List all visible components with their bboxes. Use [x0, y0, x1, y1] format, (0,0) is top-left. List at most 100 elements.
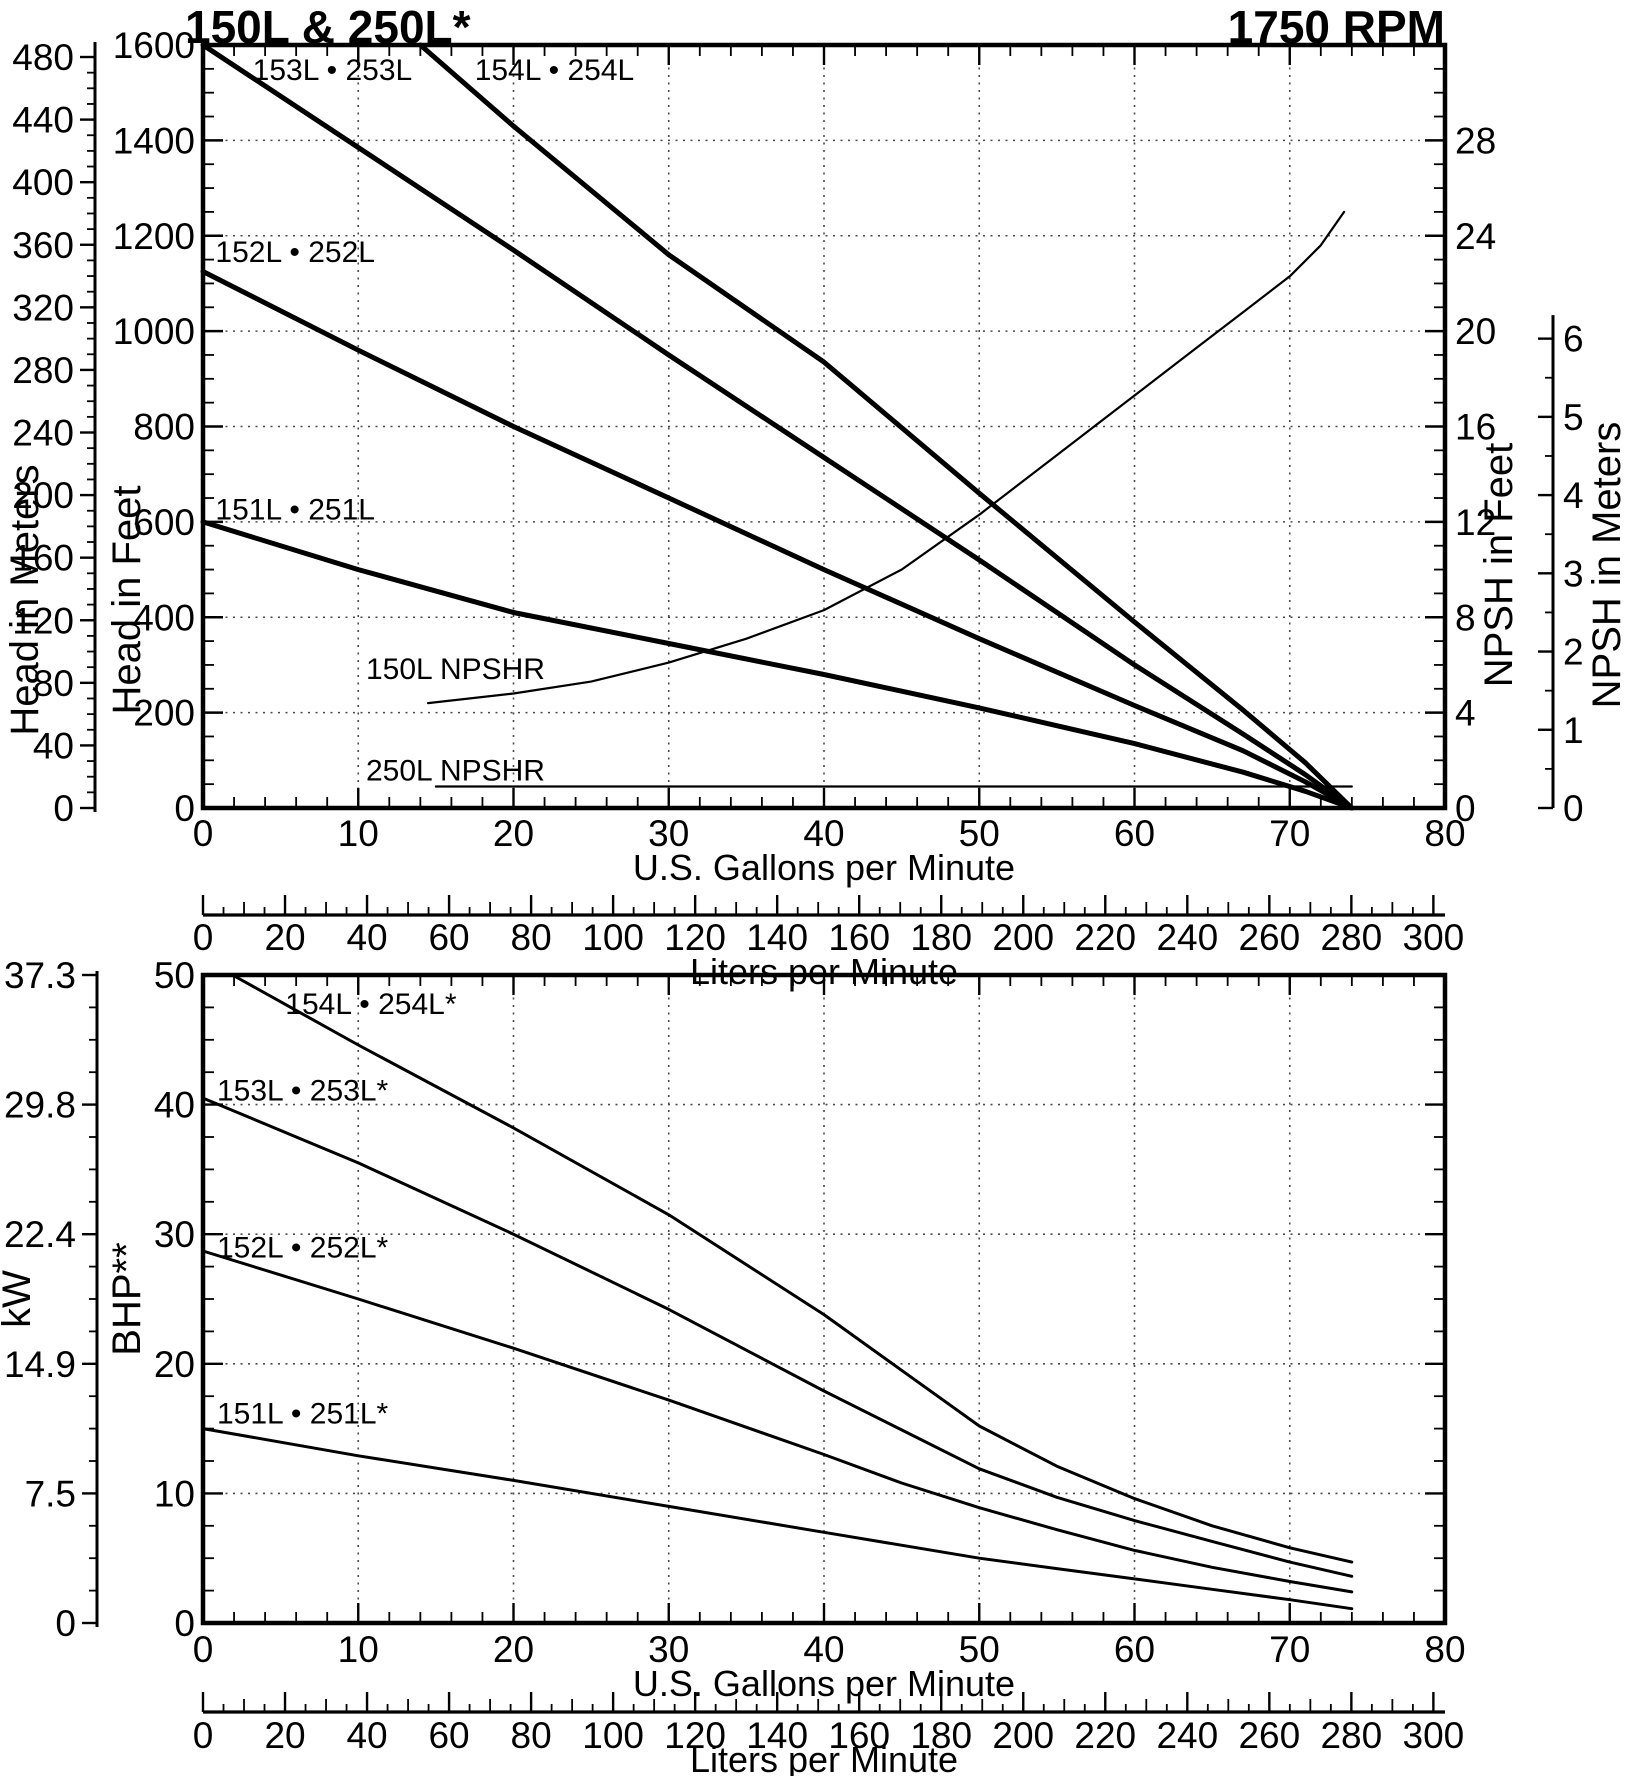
liters-bottom-tick-label: 180	[910, 1715, 972, 1756]
liters-bottom-tick-label: 40	[346, 1715, 387, 1756]
curve-154l-254l	[231, 973, 1354, 1564]
curve-150l-npshr	[427, 210, 1346, 705]
liters-top-tick-label: 300	[1403, 917, 1465, 958]
npsh-feet-tick-label: 0	[1455, 788, 1476, 829]
curve-label: 151L • 251L	[215, 493, 375, 526]
npsh-meters-tick-label: 3	[1563, 553, 1584, 594]
head-feet-tick-label: 200	[133, 693, 195, 734]
gpm-tick-label: 30	[648, 813, 689, 854]
kw-tick-label: 22.4	[4, 1214, 76, 1255]
liters-bottom-tick-label: 120	[664, 1715, 726, 1756]
bhp-tick-label: 50	[154, 955, 195, 996]
gpm-tick-label: 80	[1424, 813, 1465, 854]
npsh-meters-tick-label: 6	[1563, 319, 1584, 360]
liters-bottom-tick-label: 60	[428, 1715, 469, 1756]
meters-tick-label: 40	[33, 725, 74, 766]
gpm-tick-label-bottom: 70	[1269, 1629, 1310, 1670]
meters-tick-label: 400	[12, 162, 74, 203]
liters-top-tick-label: 100	[582, 917, 644, 958]
curve-label: 250L NPSHR	[366, 755, 545, 788]
liters-bottom-tick-label: 140	[746, 1715, 808, 1756]
bhp-tick-label: 0	[174, 1603, 195, 1644]
npsh-feet-tick-label: 20	[1455, 311, 1496, 352]
curve-label: 151L • 251L*	[217, 1397, 389, 1430]
liters-bottom-tick-label: 240	[1156, 1715, 1218, 1756]
gpm-tick-label-bottom: 40	[803, 1629, 844, 1670]
liters-top-tick-label: 140	[746, 917, 808, 958]
kw-tick-label: 29.8	[4, 1085, 76, 1126]
npsh-meters-tick-label: 0	[1563, 788, 1584, 829]
liters-top-tick-label: 80	[511, 917, 552, 958]
curve-153l-253l	[201, 1096, 1354, 1578]
liters-top-tick-label: 240	[1156, 917, 1218, 958]
liters-top-tick-label: 60	[428, 917, 469, 958]
meters-tick-label: 440	[12, 100, 74, 141]
meters-tick-label: 360	[12, 225, 74, 266]
bhp-tick-label: 10	[154, 1473, 195, 1514]
bhp-axis-title: BHP**	[105, 1242, 149, 1355]
liters-top-tick-label: 120	[664, 917, 726, 958]
head-meters-axis-title: Head in Meters	[3, 464, 47, 735]
gpm-tick-label-bottom: 10	[338, 1629, 379, 1670]
head-feet-tick-label: 0	[174, 788, 195, 829]
gpm-tick-label: 0	[193, 813, 214, 854]
npsh-meters-tick-label: 4	[1563, 475, 1584, 516]
gpm-tick-label-bottom: 60	[1114, 1629, 1155, 1670]
bhp-tick-label: 40	[154, 1085, 195, 1126]
meters-tick-label: 480	[12, 37, 74, 78]
meters-tick-label: 120	[12, 600, 74, 641]
gpm-axis-title: U.S. Gallons per Minute	[633, 847, 1015, 888]
npsh-feet-tick-label: 8	[1455, 597, 1476, 638]
npsh-meters-tick-label: 5	[1563, 397, 1584, 438]
npsh-meters-tick-label: 2	[1563, 632, 1584, 673]
curve-label: 153L • 253L	[253, 54, 413, 87]
gpm-tick-label: 40	[803, 813, 844, 854]
gpm-tick-label: 50	[959, 813, 1000, 854]
head-feet-tick-label: 1000	[113, 311, 195, 352]
gpm-tick-label-bottom: 50	[959, 1629, 1000, 1670]
liters-bottom-tick-label: 80	[511, 1715, 552, 1756]
liters-bottom-tick-label: 300	[1403, 1715, 1465, 1756]
gpm-tick-label-bottom: 0	[193, 1629, 214, 1670]
liters-top-tick-label: 40	[346, 917, 387, 958]
meters-tick-label: 320	[12, 287, 74, 328]
liters-bottom-tick-label: 160	[828, 1715, 890, 1756]
liters-bottom-tick-label: 20	[264, 1715, 305, 1756]
liters-bottom-tick-label: 100	[582, 1715, 644, 1756]
npsh-feet-tick-label: 12	[1455, 502, 1496, 543]
gpm-axis-title-bottom: U.S. Gallons per Minute	[633, 1663, 1015, 1704]
head-feet-tick-label: 1400	[113, 120, 195, 161]
liters-top-tick-label: 220	[1074, 917, 1136, 958]
meters-tick-label: 280	[12, 350, 74, 391]
curve-label: 154L • 254L*	[285, 988, 457, 1021]
liters-top-tick-label: 260	[1238, 917, 1300, 958]
npsh-feet-tick-label: 28	[1455, 120, 1496, 161]
kw-tick-label: 37.3	[4, 955, 76, 996]
gpm-tick-label-bottom: 30	[648, 1629, 689, 1670]
npsh-feet-tick-label: 4	[1455, 693, 1476, 734]
head-feet-tick-label: 600	[133, 502, 195, 543]
curve-154l-254l	[417, 42, 1355, 811]
curve-label: 153L • 253L*	[217, 1075, 389, 1108]
npsh-meters-axis-title: NPSH in Meters	[1585, 422, 1629, 709]
head-feet-tick-label: 800	[133, 407, 195, 448]
head-feet-axis-title: Head in Feet	[105, 485, 149, 714]
liters-top-tick-label: 280	[1320, 917, 1382, 958]
liters-top-tick-label: 20	[264, 917, 305, 958]
bhp-tick-label: 20	[154, 1344, 195, 1385]
kw-tick-label: 14.9	[4, 1344, 76, 1385]
liters-bottom-tick-label: 220	[1074, 1715, 1136, 1756]
gpm-tick-label: 70	[1269, 813, 1310, 854]
curve-153l-253l	[200, 42, 1355, 811]
kw-axis-title: kW	[0, 1270, 39, 1328]
curve-label: 152L • 252L*	[217, 1232, 389, 1265]
liters-bottom-tick-label: 0	[193, 1715, 214, 1756]
head-feet-tick-label: 1600	[113, 25, 195, 66]
npsh-feet-axis-title: NPSH in Feet	[1477, 443, 1521, 688]
curve-label: 154L • 254L	[475, 54, 635, 87]
kw-tick-label: 0	[55, 1603, 76, 1644]
bhp-tick-label: 30	[154, 1214, 195, 1255]
gpm-tick-label: 20	[493, 813, 534, 854]
gpm-tick-label-bottom: 80	[1424, 1629, 1465, 1670]
